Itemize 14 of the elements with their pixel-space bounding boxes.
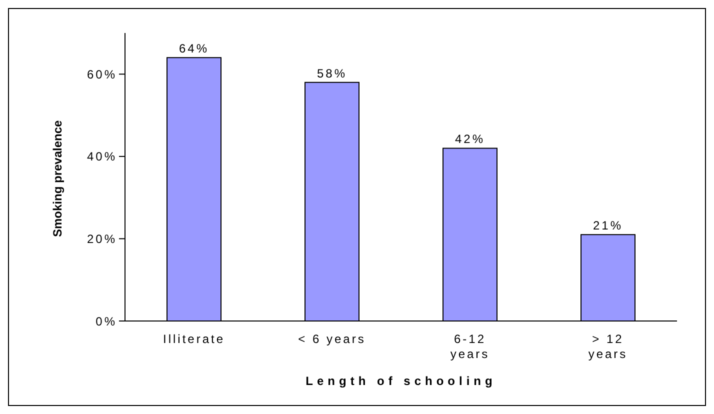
x-tick-label: 6-12 years bbox=[450, 332, 490, 361]
x-axis-title: Length of schooling bbox=[306, 374, 496, 388]
data-label: 21% bbox=[592, 218, 624, 233]
data-label: 42% bbox=[454, 132, 486, 146]
y-axis-title: Smoking prevalence bbox=[50, 120, 64, 237]
y-tick-label: 40% bbox=[86, 150, 117, 164]
x-tick-label: < 6 years bbox=[298, 332, 366, 346]
y-tick-label: 20% bbox=[86, 232, 117, 246]
x-tick-label: > 12 years bbox=[588, 332, 628, 361]
y-tick-label: 0% bbox=[96, 314, 117, 328]
y-tick-label: 60% bbox=[86, 67, 117, 82]
x-tick-label: Illiterate bbox=[162, 332, 226, 346]
data-label: 58% bbox=[316, 66, 348, 80]
data-label: 64% bbox=[178, 42, 210, 56]
